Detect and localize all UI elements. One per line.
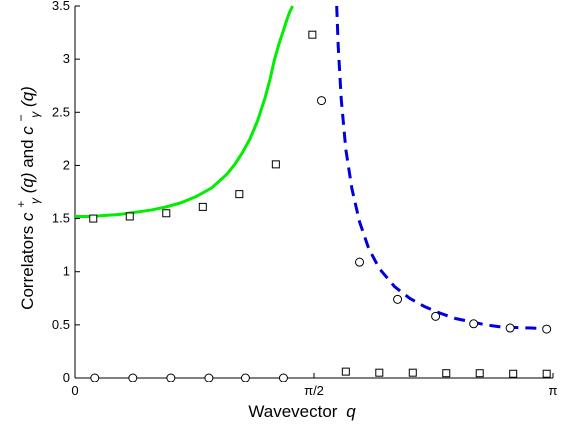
square-marker <box>271 160 280 169</box>
circle-marker <box>204 373 214 382</box>
square-marker <box>198 202 207 211</box>
square-marker <box>162 209 171 218</box>
y-label-plus-sup: + <box>14 201 28 208</box>
circle-marker <box>469 319 479 329</box>
square-marker <box>125 212 134 221</box>
square-marker <box>341 367 350 376</box>
dashed-curve <box>335 5 547 331</box>
y-tick-label: 3 <box>63 51 70 66</box>
solid-curve <box>75 5 294 218</box>
y-tick-label: 3.5 <box>52 0 70 13</box>
y-tick-label: 1.5 <box>52 211 70 226</box>
circle-marker <box>505 323 515 333</box>
x-tick-label: π <box>549 383 558 398</box>
circle-marker <box>542 324 552 334</box>
square-marker <box>89 214 98 223</box>
y-tick-label: 2 <box>63 157 70 172</box>
tick-labels: 0 0.5 1 1.5 2 2.5 3 3.5 0 π/2 π <box>52 0 558 398</box>
circle-marker <box>431 311 441 321</box>
square-marker <box>542 369 551 378</box>
plot-marks <box>75 5 552 382</box>
y-tick-label: 1 <box>63 264 70 279</box>
y-axis-label-and: and <box>18 135 37 168</box>
y-label-arg-1: (q) <box>18 173 37 194</box>
square-marker <box>375 368 384 377</box>
square-marker <box>235 190 244 199</box>
square-marker <box>509 369 518 378</box>
circle-marker <box>128 373 138 382</box>
x-tick-label: π/2 <box>304 383 324 398</box>
circle-marker <box>393 294 403 304</box>
square-marker <box>308 30 317 39</box>
y-label-c-plus: c <box>18 212 37 221</box>
y-label-c-minus: c <box>18 126 37 135</box>
square-marker <box>442 369 451 378</box>
y-label-gamma-sub-1: γ <box>28 197 42 204</box>
circle-marker <box>278 373 288 382</box>
circle-marker <box>90 373 100 382</box>
circle-marker <box>355 257 365 267</box>
square-marker <box>408 368 417 377</box>
circle-marker <box>240 373 250 382</box>
y-axis-label-prefix: Correlators <box>18 221 37 310</box>
circle-marker <box>166 373 176 382</box>
x-axis-label: Wavevector q <box>248 402 356 421</box>
square-marker <box>475 369 484 378</box>
y-label-arg-2: (q) <box>18 86 37 107</box>
y-tick-label: 0.5 <box>52 317 70 332</box>
y-label-minus-sup: − <box>14 114 28 121</box>
y-tick-label: 2.5 <box>52 104 70 119</box>
y-label-gamma-sub-2: γ <box>28 111 42 118</box>
x-axis-label-var: q <box>346 402 356 421</box>
plot-axes <box>74 5 554 379</box>
y-axis-label: Correlators c + γ (q) and c − γ (q) <box>10 86 43 310</box>
x-axis-label-text: Wavevector <box>248 402 337 421</box>
y-tick-label: 0 <box>63 370 70 385</box>
x-tick-label: 0 <box>71 383 78 398</box>
circle-marker <box>316 96 326 106</box>
